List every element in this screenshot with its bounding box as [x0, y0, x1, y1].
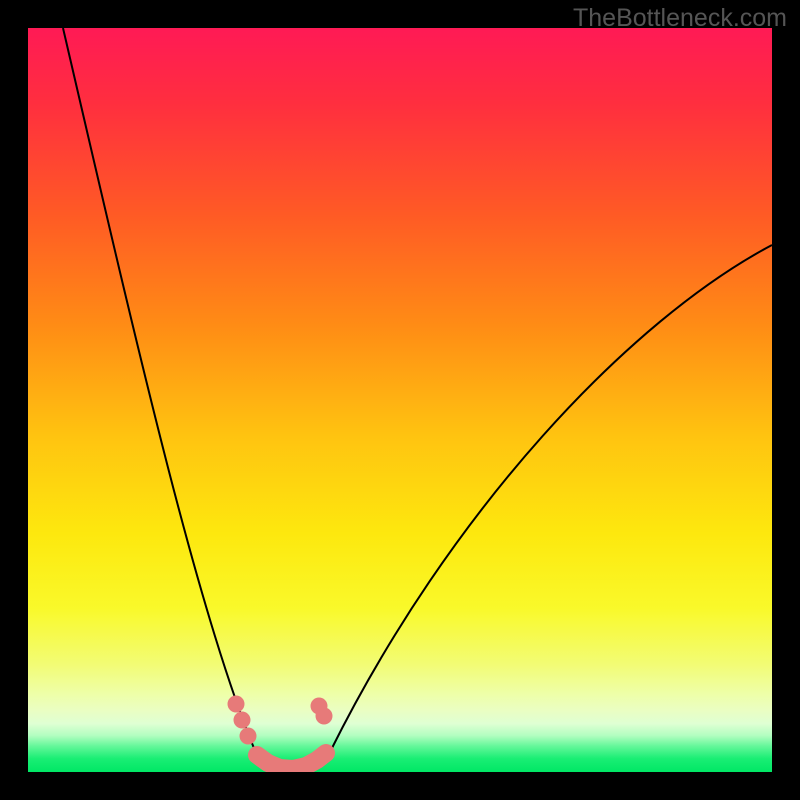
- chart-frame: TheBottleneck.com: [0, 0, 800, 800]
- bottleneck-curve-chart: [0, 0, 800, 800]
- data-marker: [228, 696, 245, 713]
- watermark-text: TheBottleneck.com: [573, 4, 787, 33]
- data-marker: [240, 728, 257, 745]
- data-marker: [234, 712, 251, 729]
- plot-area-background: [28, 28, 772, 772]
- data-marker: [316, 708, 333, 725]
